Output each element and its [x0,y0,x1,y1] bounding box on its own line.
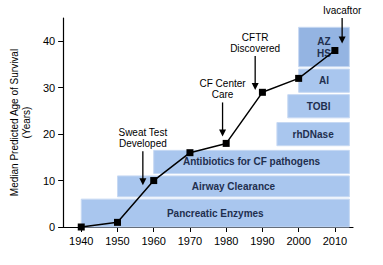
svg-text:1960: 1960 [141,235,165,247]
svg-text:AZ: AZ [317,36,330,47]
svg-text:TOBI: TOBI [307,101,331,112]
svg-text:1970: 1970 [178,235,202,247]
svg-text:2010: 2010 [323,235,347,247]
svg-text:2000: 2000 [286,235,310,247]
svg-text:Antibiotics for CF pathogens: Antibiotics for CF pathogens [183,156,321,167]
svg-text:20: 20 [43,128,55,140]
svg-text:CF Center: CF Center [199,78,246,89]
svg-text:HS: HS [317,48,331,59]
svg-text:Median Predicted Age of Surviv: Median Predicted Age of Survival [9,49,20,196]
svg-text:1950: 1950 [105,235,129,247]
svg-text:(Years): (Years) [21,107,32,139]
svg-text:Discovered: Discovered [230,43,280,54]
svg-text:Airway Clearance: Airway Clearance [192,181,276,192]
svg-text:AI: AI [319,75,329,86]
svg-text:CFTR: CFTR [242,32,269,43]
svg-text:1940: 1940 [69,235,93,247]
svg-text:1980: 1980 [214,235,238,247]
svg-text:30: 30 [43,82,55,94]
svg-text:Ivacaftor: Ivacaftor [323,5,362,16]
svg-text:Care: Care [212,89,234,100]
svg-text:rhDNase: rhDNase [293,129,335,140]
svg-text:10: 10 [43,175,55,187]
svg-text:Pancreatic Enzymes: Pancreatic Enzymes [167,208,264,219]
svg-text:40: 40 [43,35,55,47]
svg-text:Sweat Test: Sweat Test [118,127,167,138]
svg-text:1990: 1990 [250,235,274,247]
svg-text:Developed: Developed [119,138,167,149]
svg-text:0: 0 [49,221,55,233]
